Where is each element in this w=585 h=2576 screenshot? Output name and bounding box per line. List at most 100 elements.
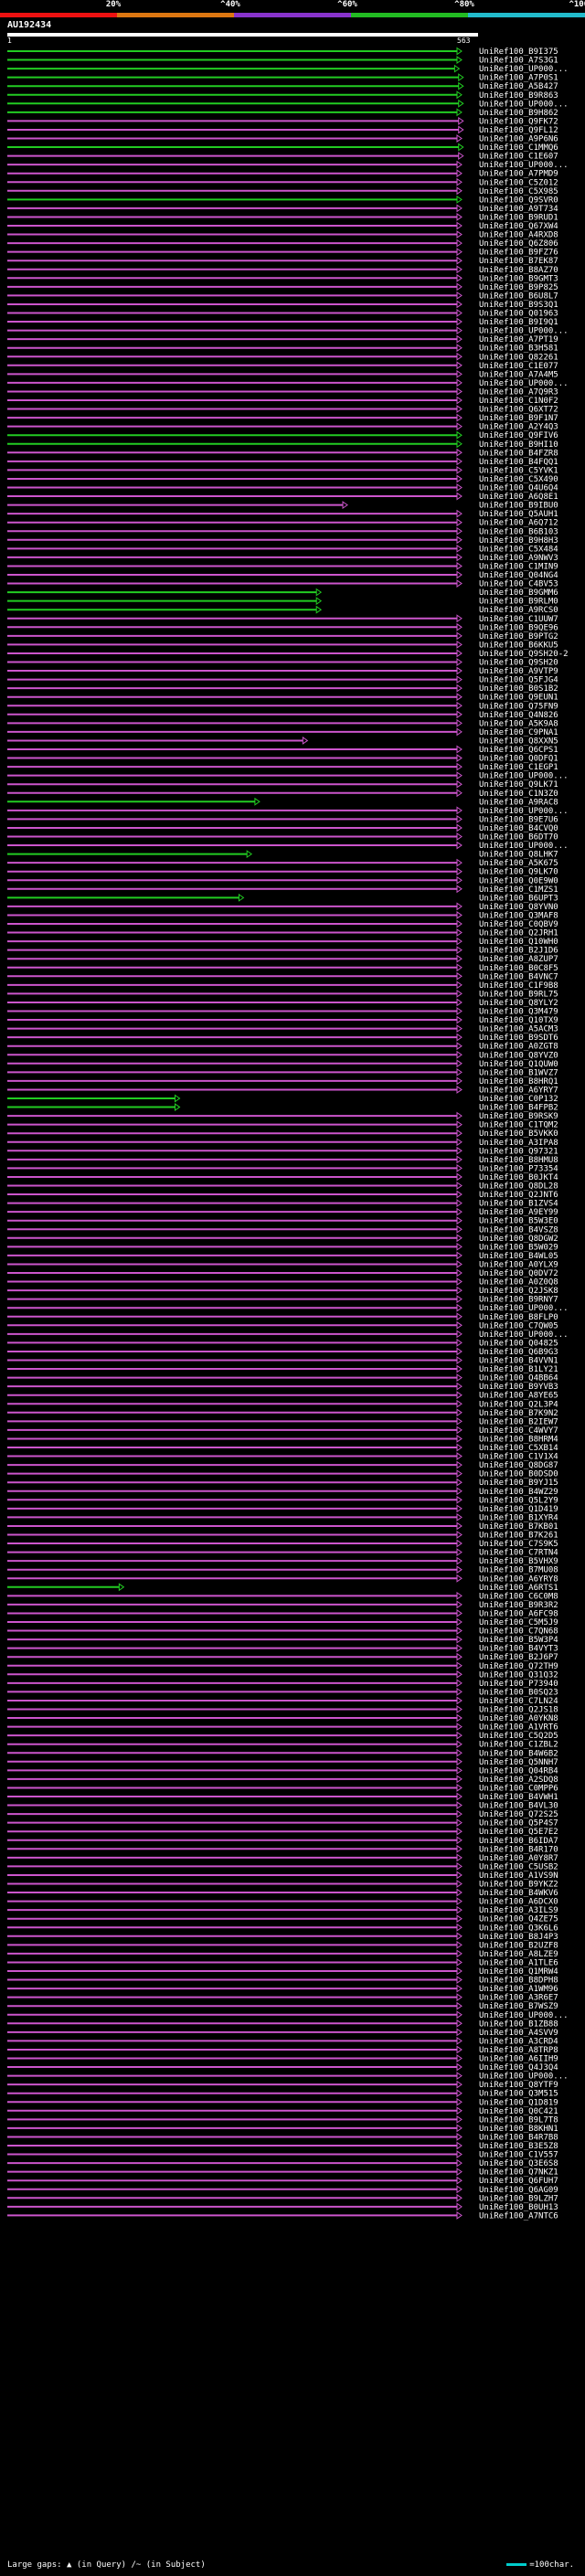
hit-label[interactable]: UniRef100_A8YE65	[479, 1392, 558, 1401]
hit-label[interactable]: UniRef100_A7Q9R3	[479, 387, 558, 397]
hit-label[interactable]: UniRef100_B9RNY7	[479, 1296, 558, 1305]
hit-label[interactable]: UniRef100_B9QE96	[479, 623, 558, 632]
hit-label[interactable]: UniRef100_B9I375	[479, 48, 558, 57]
hit-label[interactable]: UniRef100_Q4U6Q4	[479, 484, 558, 493]
hit-label[interactable]: UniRef100_A8TRP8	[479, 2046, 558, 2055]
hit-label[interactable]: UniRef100_A6Q712	[479, 519, 558, 528]
hit-label[interactable]: UniRef100_Q01963	[479, 310, 558, 319]
hit-label[interactable]: UniRef100_UP000...	[479, 842, 569, 851]
hit-label[interactable]: UniRef100_A0Z0Q8	[479, 1278, 558, 1288]
hit-label[interactable]: UniRef100_B5W029	[479, 1243, 558, 1252]
hit-label[interactable]: UniRef100_Q0DFQ1	[479, 755, 558, 764]
hit-label[interactable]: UniRef100_UP000...	[479, 2011, 569, 2020]
hit-label[interactable]: UniRef100_C0P132	[479, 1095, 558, 1104]
hit-label[interactable]: UniRef100_B9YJ15	[479, 1479, 558, 1488]
hit-label[interactable]: UniRef100_B4FZR8	[479, 449, 558, 458]
hit-label[interactable]: UniRef100_A6YRY8	[479, 1574, 558, 1584]
hit-label[interactable]: UniRef100_C1E607	[479, 153, 558, 162]
hit-label[interactable]: UniRef100_B0UH13	[479, 2203, 558, 2212]
hit-label[interactable]: UniRef100_B9E7U6	[479, 815, 558, 824]
hit-label[interactable]: UniRef100_A6FC98	[479, 1609, 558, 1618]
hit-label[interactable]: UniRef100_B9YVB3	[479, 1383, 558, 1392]
hit-label[interactable]: UniRef100_P73354	[479, 1164, 558, 1173]
hit-label[interactable]: UniRef100_B9GMM6	[479, 588, 558, 598]
hit-label[interactable]: UniRef100_B9LZH7	[479, 2194, 558, 2203]
hit-label[interactable]: UniRef100_B4FPB2	[479, 1104, 558, 1113]
hit-label[interactable]: UniRef100_A5ACM3	[479, 1025, 558, 1034]
hit-label[interactable]: UniRef100_Q04RB4	[479, 1766, 558, 1776]
hit-label[interactable]: UniRef100_Q1D819	[479, 2098, 558, 2107]
hit-label[interactable]: UniRef100_B3H581	[479, 345, 558, 354]
hit-label[interactable]: UniRef100_C1V557	[479, 2151, 558, 2160]
hit-label[interactable]: UniRef100_B3E5Z8	[479, 2142, 558, 2151]
hit-label[interactable]: UniRef100_B4VNC7	[479, 972, 558, 981]
hit-label[interactable]: UniRef100_Q5AUH1	[479, 510, 558, 519]
hit-label[interactable]: UniRef100_Q4N826	[479, 711, 558, 720]
hit-label[interactable]: UniRef100_B8KHN1	[479, 2125, 558, 2134]
hit-label[interactable]: UniRef100_A7NTC6	[479, 2211, 558, 2221]
hit-label[interactable]: UniRef100_C1V1X4	[479, 1453, 558, 1462]
hit-label[interactable]: UniRef100_B8HRM4	[479, 1435, 558, 1444]
hit-label[interactable]: UniRef100_C5X484	[479, 545, 558, 554]
hit-label[interactable]: UniRef100_Q9FK72	[479, 117, 558, 126]
hit-label[interactable]: UniRef100_Q1QUW0	[479, 1060, 558, 1069]
hit-label[interactable]: UniRef100_B9R863	[479, 91, 558, 101]
hit-label[interactable]: UniRef100_B9F1N7	[479, 414, 558, 423]
hit-label[interactable]: UniRef100_Q9FL12	[479, 126, 558, 135]
hit-label[interactable]: UniRef100_C5USB2	[479, 1862, 558, 1871]
hit-label[interactable]: UniRef100_A0ZGT8	[479, 1043, 558, 1052]
hit-label[interactable]: UniRef100_Q2JS18	[479, 1706, 558, 1715]
hit-label[interactable]: UniRef100_Q8LHK7	[479, 851, 558, 860]
hit-label[interactable]: UniRef100_Q2L3P4	[479, 1400, 558, 1409]
hit-label[interactable]: UniRef100_Q1D419	[479, 1505, 558, 1514]
hit-label[interactable]: UniRef100_C4BV53	[479, 580, 558, 589]
hit-label[interactable]: UniRef100_A4RXD8	[479, 231, 558, 240]
hit-label[interactable]: UniRef100_B4VL30	[479, 1802, 558, 1811]
hit-label[interactable]: UniRef100_Q04825	[479, 1339, 558, 1348]
hit-label[interactable]: UniRef100_Q72S25	[479, 1810, 558, 1819]
hit-label[interactable]: UniRef100_B2IEW7	[479, 1417, 558, 1426]
hit-label[interactable]: UniRef100_Q1MRW4	[479, 1967, 558, 1977]
hit-label[interactable]: UniRef100_C5Q2D5	[479, 1732, 558, 1741]
hit-label[interactable]: UniRef100_B9H8H3	[479, 536, 558, 546]
hit-label[interactable]: UniRef100_Q8DG87	[479, 1461, 558, 1470]
hit-label[interactable]: UniRef100_A8LZE9	[479, 1950, 558, 1959]
hit-label[interactable]: UniRef100_A7S3G1	[479, 57, 558, 66]
hit-label[interactable]: UniRef100_Q7NKZ1	[479, 2168, 558, 2178]
hit-label[interactable]: UniRef100_B7K9N2	[479, 1409, 558, 1418]
hit-label[interactable]: UniRef100_Q2JSK8	[479, 1287, 558, 1296]
hit-label[interactable]: UniRef100_A9NWV3	[479, 554, 558, 563]
hit-label[interactable]: UniRef100_B9IBU0	[479, 502, 558, 511]
hit-label[interactable]: UniRef100_Q6Z806	[479, 239, 558, 249]
hit-label[interactable]: UniRef100_Q8DL28	[479, 1182, 558, 1192]
hit-label[interactable]: UniRef100_B7EK87	[479, 257, 558, 266]
hit-label[interactable]: UniRef100_Q6B9G3	[479, 1348, 558, 1357]
hit-label[interactable]: UniRef100_C1N0F2	[479, 397, 558, 406]
hit-label[interactable]: UniRef100_UP000...	[479, 2072, 569, 2082]
hit-label[interactable]: UniRef100_B4WZ29	[479, 1488, 558, 1497]
hit-label[interactable]: UniRef100_B9L7T8	[479, 2115, 558, 2125]
hit-label[interactable]: UniRef100_B9GMT3	[479, 274, 558, 283]
hit-label[interactable]: UniRef100_B4WKV6	[479, 1889, 558, 1898]
hit-label[interactable]: UniRef100_Q6FUH7	[479, 2177, 558, 2186]
hit-label[interactable]: UniRef100_B9S3Q1	[479, 301, 558, 310]
hit-label[interactable]: UniRef100_Q67XW4	[479, 222, 558, 231]
hit-label[interactable]: UniRef100_B4VYT3	[479, 1645, 558, 1654]
hit-label[interactable]: UniRef100_C5X985	[479, 187, 558, 196]
hit-label[interactable]: UniRef100_B0C8F5	[479, 964, 558, 973]
hit-label[interactable]: UniRef100_Q8YTF9	[479, 2081, 558, 2090]
hit-label[interactable]: UniRef100_A5K675	[479, 859, 558, 868]
hit-label[interactable]: UniRef100_B5W3P4	[479, 1636, 558, 1645]
hit-label[interactable]: UniRef100_B5VHX9	[479, 1557, 558, 1566]
hit-label[interactable]: UniRef100_Q5L2Y9	[479, 1496, 558, 1505]
hit-label[interactable]: UniRef100_B8AZ70	[479, 266, 558, 275]
hit-label[interactable]: UniRef100_Q5P4S7	[479, 1819, 558, 1829]
hit-label[interactable]: UniRef100_Q9SH20-2	[479, 650, 569, 659]
hit-label[interactable]: UniRef100_A6Q8E1	[479, 493, 558, 502]
hit-label[interactable]: UniRef100_B9I9Q1	[479, 318, 558, 327]
hit-label[interactable]: UniRef100_A6DCX0	[479, 1898, 558, 1907]
hit-label[interactable]: UniRef100_B4VSZ8	[479, 1225, 558, 1235]
hit-label[interactable]: UniRef100_B9R3R2	[479, 1601, 558, 1610]
hit-label[interactable]: UniRef100_B9SDT6	[479, 1034, 558, 1043]
hit-label[interactable]: UniRef100_Q9LK70	[479, 868, 558, 877]
